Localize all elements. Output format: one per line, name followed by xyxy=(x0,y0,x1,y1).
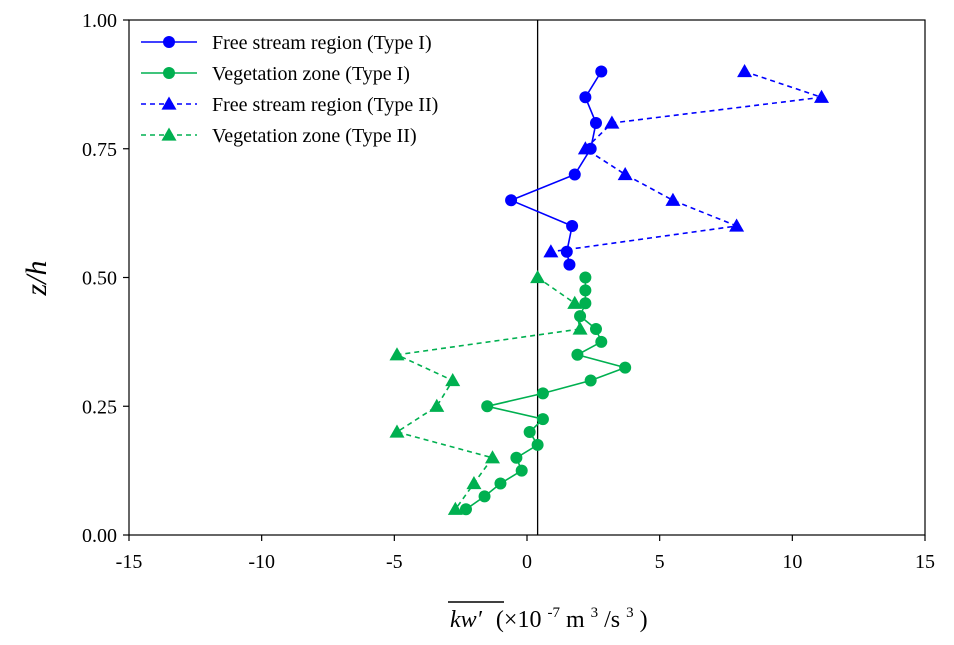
x-axis-ticks: -15 -10 -5 0 5 10 15 xyxy=(116,535,935,573)
data-point xyxy=(536,387,549,400)
data-point xyxy=(737,64,753,78)
data-point xyxy=(505,194,518,207)
y-axis-label: z/h xyxy=(20,260,53,296)
data-point xyxy=(560,245,573,258)
legend-item: Vegetation zone (Type II) xyxy=(141,125,417,147)
data-point xyxy=(494,477,507,490)
legend-marker xyxy=(163,67,175,79)
data-point xyxy=(589,323,602,335)
data-point xyxy=(563,258,576,271)
data-point xyxy=(579,297,592,310)
legend-item: Free stream region (Type I) xyxy=(141,32,432,54)
legend-marker xyxy=(163,36,175,48)
data-point xyxy=(459,503,472,516)
x-axis-label-main: kw′ xyxy=(450,607,483,633)
data-point xyxy=(445,373,461,387)
data-point xyxy=(665,192,681,206)
legend: Free stream region (Type I) Vegetation zo… xyxy=(141,32,438,147)
data-point xyxy=(617,167,633,181)
x-axis-label-exp2: 3 xyxy=(591,605,599,621)
y-axis-ticks: 0.00 0.25 0.50 0.75 1.00 xyxy=(82,10,129,547)
data-point xyxy=(543,244,559,258)
data-point xyxy=(589,117,602,129)
data-point xyxy=(579,91,592,104)
data-point xyxy=(510,451,523,464)
data-point xyxy=(485,450,501,464)
data-point xyxy=(577,141,593,155)
data-point xyxy=(481,400,494,413)
data-point xyxy=(429,398,445,412)
legend-label: Vegetation zone (Type I) xyxy=(212,63,410,85)
legend-item: Free stream region (Type II) xyxy=(141,94,438,116)
y-tick-label: 1.00 xyxy=(82,10,117,32)
data-point xyxy=(530,270,546,284)
data-point xyxy=(389,347,405,361)
x-axis-label-unit3: /s xyxy=(604,607,620,633)
data-point xyxy=(531,438,544,451)
data-point xyxy=(571,348,584,361)
y-tick-label: 0.50 xyxy=(82,268,117,290)
x-tick-label: 5 xyxy=(655,551,665,573)
data-point xyxy=(619,361,632,374)
x-axis-label-unit2: m xyxy=(566,607,585,633)
data-point xyxy=(595,65,608,78)
data-point xyxy=(566,220,579,232)
data-point xyxy=(466,476,482,490)
data-point xyxy=(595,335,608,348)
data-point xyxy=(604,115,620,129)
legend-label: Free stream region (Type I) xyxy=(212,32,432,54)
y-axis-title: z/h xyxy=(20,260,53,296)
series-layer xyxy=(389,64,830,516)
x-axis-label-unit: (×10 xyxy=(496,607,542,633)
x-axis-label: kw′ (×10 -7 m 3 /s 3 ) xyxy=(450,597,648,633)
y-tick-label: 0.25 xyxy=(82,396,117,418)
x-tick-label: 15 xyxy=(915,551,935,573)
series-2 xyxy=(459,271,632,516)
x-tick-label: 10 xyxy=(782,551,802,573)
x-axis-title: kw′ (×10 -7 m 3 /s 3 ) xyxy=(448,597,648,633)
legend-label: Free stream region (Type II) xyxy=(212,94,438,116)
data-point xyxy=(572,321,588,335)
y-tick-label: 0.75 xyxy=(82,139,117,161)
legend-marker xyxy=(161,96,177,110)
data-point xyxy=(567,295,583,309)
series-line xyxy=(550,70,822,253)
x-axis-label-exp: -7 xyxy=(547,605,560,621)
data-point xyxy=(515,464,528,477)
data-point xyxy=(478,490,491,503)
data-point xyxy=(389,424,405,438)
series-line xyxy=(394,276,582,510)
data-point xyxy=(536,413,549,426)
legend-marker xyxy=(161,127,177,141)
legend-label: Vegetation zone (Type II) xyxy=(212,125,417,147)
data-point xyxy=(574,310,587,323)
x-axis-label-exp3: 3 xyxy=(626,605,634,621)
plot-area xyxy=(128,19,926,536)
data-point xyxy=(729,218,745,232)
legend-item: Vegetation zone (Type I) xyxy=(141,63,410,85)
y-tick-label: 0.00 xyxy=(82,525,117,547)
x-tick-label: 0 xyxy=(522,551,532,573)
data-point xyxy=(814,89,830,103)
series-3 xyxy=(543,64,830,258)
data-point xyxy=(568,168,581,181)
series-4 xyxy=(389,270,588,515)
x-tick-label: -10 xyxy=(248,551,275,573)
x-tick-label: -15 xyxy=(116,551,143,573)
data-point xyxy=(579,271,592,284)
x-axis-label-close: ) xyxy=(640,607,648,633)
data-point xyxy=(584,374,597,387)
data-point xyxy=(523,426,536,438)
data-point xyxy=(447,501,463,515)
x-tick-label: -5 xyxy=(386,551,403,573)
data-point xyxy=(579,284,592,297)
